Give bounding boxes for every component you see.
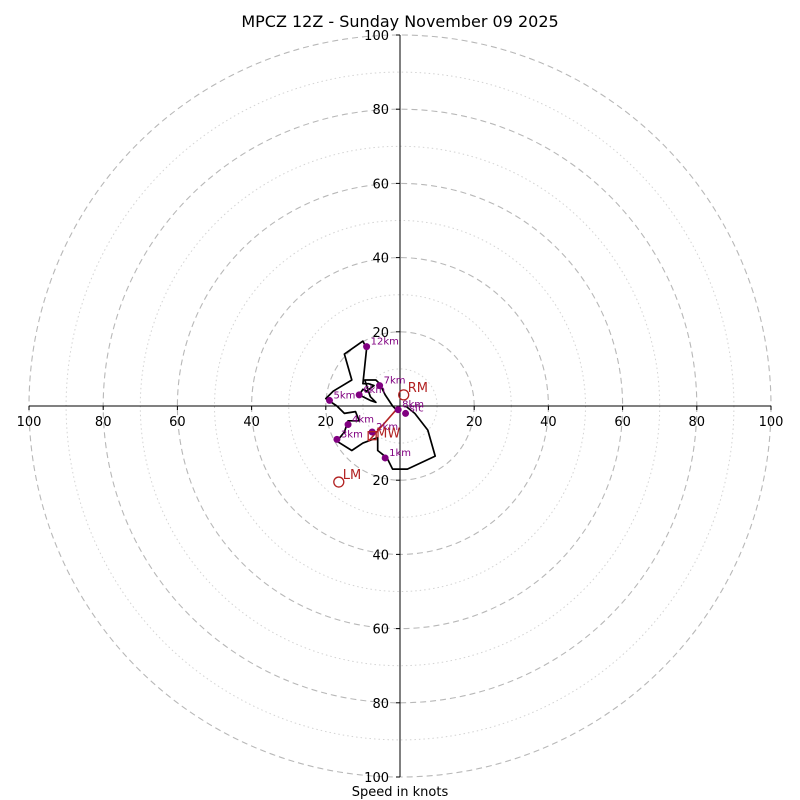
height-point-3km bbox=[333, 435, 341, 443]
y-tick-label: 20 bbox=[372, 326, 389, 341]
height-label-4km: 4km bbox=[352, 415, 374, 426]
x-tick-label: 80 bbox=[95, 415, 112, 430]
height-label-12km: 12km bbox=[371, 337, 399, 348]
height-point-6km bbox=[355, 391, 363, 399]
y-tick-label: 100 bbox=[364, 29, 389, 44]
height-point-8km bbox=[394, 406, 402, 414]
y-tick-label: 80 bbox=[372, 697, 389, 712]
height-point-12km bbox=[363, 343, 371, 351]
height-label-3km: 3km bbox=[341, 429, 363, 440]
y-tick-label: 100 bbox=[364, 771, 389, 786]
x-tick-label: 60 bbox=[614, 415, 631, 430]
axes bbox=[29, 35, 771, 777]
chart-title: MPCZ 12Z - Sunday November 09 2025 bbox=[241, 12, 558, 31]
height-label-1km: 1km bbox=[389, 448, 411, 459]
height-label-5km: 5km bbox=[334, 390, 356, 401]
y-tick-label: 60 bbox=[372, 177, 389, 192]
marker-label-MW: MW bbox=[376, 427, 400, 442]
y-tick-label: 60 bbox=[372, 623, 389, 638]
x-tick-label: 20 bbox=[318, 415, 335, 430]
x-tick-label: 40 bbox=[540, 415, 557, 430]
y-tick-label: 20 bbox=[372, 474, 389, 489]
storm-motion-markers: RM LM MW bbox=[333, 381, 428, 488]
height-label-2km: 2km bbox=[376, 422, 398, 433]
y-tick-label: 40 bbox=[372, 252, 389, 267]
x-tick-label: 60 bbox=[169, 415, 186, 430]
marker-LM bbox=[333, 476, 345, 488]
height-point-1km bbox=[381, 454, 389, 462]
shear-vector-line bbox=[367, 409, 397, 442]
height-point-7km bbox=[376, 382, 384, 390]
marker-RM bbox=[398, 389, 410, 401]
height-point-4km bbox=[344, 421, 352, 429]
height-point-sfc bbox=[402, 409, 410, 417]
marker-MW bbox=[367, 431, 377, 441]
height-label-sfc: sfc bbox=[410, 403, 424, 414]
marker-label-LM: LM bbox=[343, 468, 361, 483]
x-axis-label: Speed in knots bbox=[352, 785, 449, 800]
height-point-5km bbox=[326, 396, 334, 404]
x-tick-label: 20 bbox=[466, 415, 483, 430]
height-label-7km: 7km bbox=[384, 376, 406, 387]
y-tick-label: 80 bbox=[372, 103, 389, 118]
height-label-6km: 6km bbox=[363, 385, 385, 396]
marker-label-RM: RM bbox=[408, 381, 428, 396]
height-label-8km: 8km bbox=[402, 400, 424, 411]
y-tick-label: 40 bbox=[372, 548, 389, 563]
x-tick-label: 80 bbox=[689, 415, 706, 430]
tick-labels: 100 80 60 40 20 20 40 60 80 100 20 40 60 80 100 20 40 60 8… bbox=[17, 29, 784, 786]
x-tick-label: 100 bbox=[759, 415, 784, 430]
x-tick-label: 40 bbox=[243, 415, 260, 430]
x-tick-label: 100 bbox=[17, 415, 42, 430]
